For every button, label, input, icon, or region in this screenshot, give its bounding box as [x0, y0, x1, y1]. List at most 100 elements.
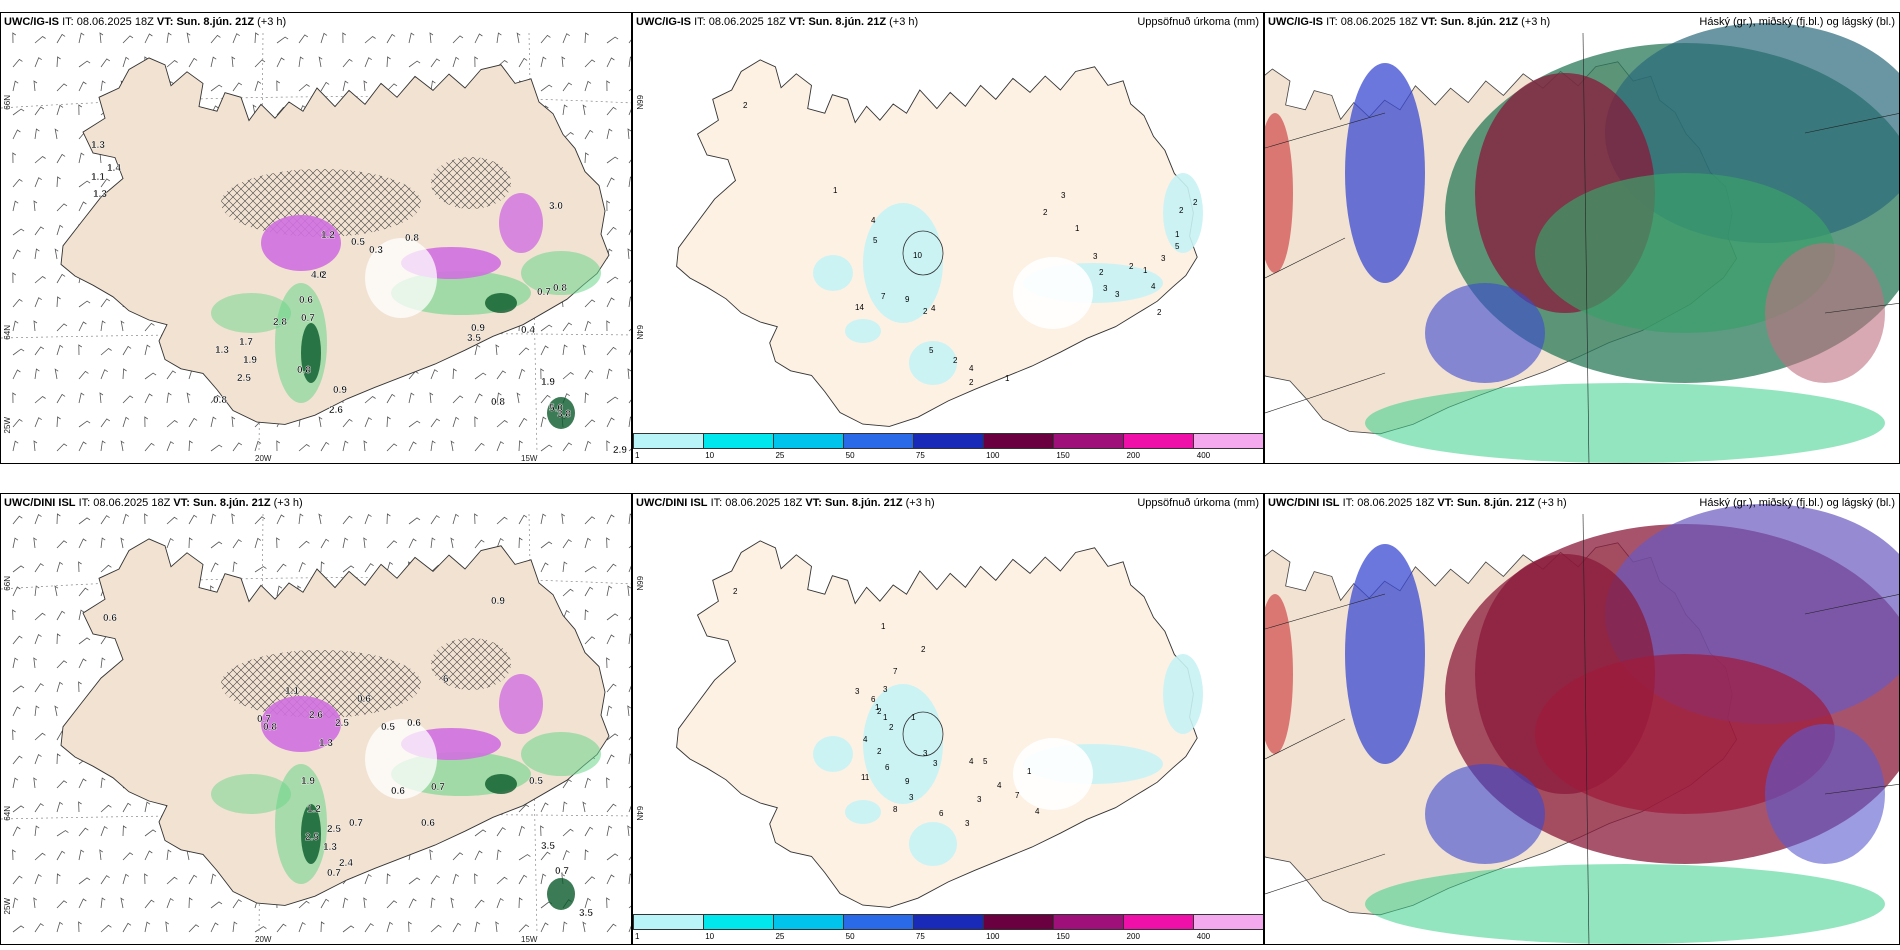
wind-barb: [496, 849, 502, 861]
wind-barb: [628, 753, 631, 765]
wind-barb: [628, 805, 631, 813]
wind-barb: [100, 924, 112, 933]
wind-barb: [606, 683, 617, 693]
graticule-line: [1824, 302, 1899, 314]
wind-barb: [188, 57, 198, 68]
accum-value-label: 3: [965, 819, 970, 828]
panel-title-right: Háský (gr.), miðský (fj.bl.) og lágský (…: [1699, 497, 1895, 509]
wind-barb: [120, 537, 125, 549]
wind-barb: [12, 849, 16, 861]
wind-barb: [518, 897, 523, 909]
accum-value-label: 6: [871, 695, 876, 704]
wind-barb: [254, 80, 262, 92]
wind-barb: [12, 392, 17, 404]
wind-barb: [474, 372, 487, 380]
colorbar-swatch: [844, 434, 914, 448]
wind-barb: [606, 874, 615, 885]
wind-barb: [166, 392, 172, 404]
wind-barb: [584, 609, 589, 621]
precip-value-label: 0.4: [521, 325, 535, 336]
wind-barb: [628, 873, 631, 885]
wind-barb: [429, 392, 434, 404]
graticule-line: [1824, 783, 1899, 795]
wind-barb: [254, 537, 262, 549]
lon-label-left: 25W: [3, 898, 12, 915]
accum-value-label: 2: [921, 645, 926, 654]
precip-value-label: 0.6: [103, 613, 117, 624]
colorbar-tick-label: 150: [1056, 451, 1070, 460]
accum-value-label: 4: [1151, 282, 1156, 291]
wind-barb: [628, 279, 631, 284]
wind-barb: [386, 443, 398, 452]
wind-barb: [584, 636, 596, 645]
wind-barb: [276, 585, 283, 597]
wind-barb: [231, 416, 236, 428]
wind-barb: [56, 681, 64, 693]
wind-barb: [12, 58, 23, 68]
wind-barb: [584, 876, 596, 885]
colorbar-tick-label: 200: [1126, 932, 1140, 941]
accum-value-label: 4: [969, 757, 974, 766]
wind-barb: [34, 753, 42, 765]
wind-barb: [120, 440, 125, 452]
colorbar-swatch: [984, 434, 1054, 448]
precip-value-label: 0.8: [553, 283, 567, 294]
wind-barb: [474, 344, 481, 356]
wind-barb: [320, 898, 330, 909]
wind-barb: [342, 515, 353, 525]
wind-barb: [34, 873, 42, 885]
wind-barb: [386, 393, 396, 404]
wind-barb: [12, 32, 17, 44]
wind-barb: [408, 877, 421, 885]
wind-barb: [120, 897, 125, 909]
wind-barb: [188, 514, 198, 525]
wind-barb: [12, 515, 23, 525]
wind-barb: [276, 537, 280, 549]
wind-barb: [254, 566, 267, 573]
precip-area: [521, 732, 601, 776]
wind-barb: [606, 923, 617, 933]
wind-barb: [584, 129, 594, 140]
precip-area-heavy: [499, 674, 543, 734]
wind-barb: [430, 924, 442, 933]
precip-area: [863, 684, 943, 804]
wind-barb: [54, 585, 59, 597]
precip-value-label: 1.2: [321, 230, 335, 241]
precip-gap: [365, 719, 437, 799]
wind-barb: [584, 369, 594, 380]
wind-barb: [606, 634, 615, 645]
panel-clouds-top: UWC/IG-IS IT: 08.06.2025 18Z VT: Sun. 8.…: [1264, 12, 1900, 464]
wind-barb: [540, 922, 549, 933]
panel-wind-precip-bottom: UWC/DINI ISL IT: 08.06.2025 18Z VT: Sun.…: [0, 493, 632, 945]
lat-label-top: 66N: [3, 95, 12, 110]
wind-barb: [496, 516, 508, 525]
wind-barb: [210, 873, 217, 885]
accum-value-label: 3: [1103, 284, 1108, 293]
wind-barb: [166, 897, 174, 909]
colorbar-tick-label: 1: [635, 451, 640, 460]
colorbar-tick-label: 75: [915, 451, 925, 460]
precip-value-label: 0.7: [327, 868, 341, 879]
wind-barb: [474, 873, 478, 885]
accum-value-label: 5: [1175, 242, 1180, 251]
lon-label-right: 15W: [521, 454, 538, 463]
wind-barb: [363, 897, 368, 909]
wind-barb: [628, 633, 631, 645]
map-canvas: [1265, 494, 1899, 944]
wind-barb: [12, 755, 23, 765]
wind-barb: [122, 368, 127, 380]
wind-barb: [78, 898, 87, 909]
wind-barb: [342, 897, 349, 909]
wind-barb: [34, 705, 40, 717]
panel-header: UWC/DINI ISL IT: 08.06.2025 18Z VT: Sun.…: [4, 497, 303, 509]
precip-value-label: 1.1: [91, 172, 105, 183]
panel-clouds-bottom: UWC/DINI ISL IT: 08.06.2025 18Z VT: Sun.…: [1264, 493, 1900, 945]
wind-barb: [518, 854, 531, 861]
wind-barb: [540, 368, 545, 380]
colorbar: 1 10 25 50 75 100 150 200 400: [633, 914, 1263, 944]
colorbar-tick-label: 50: [845, 451, 855, 460]
wind-barb: [56, 33, 66, 44]
precip-value-label: 2.4: [339, 858, 353, 869]
accum-value-label: 3: [1093, 252, 1098, 261]
wind-barb: [562, 82, 573, 92]
